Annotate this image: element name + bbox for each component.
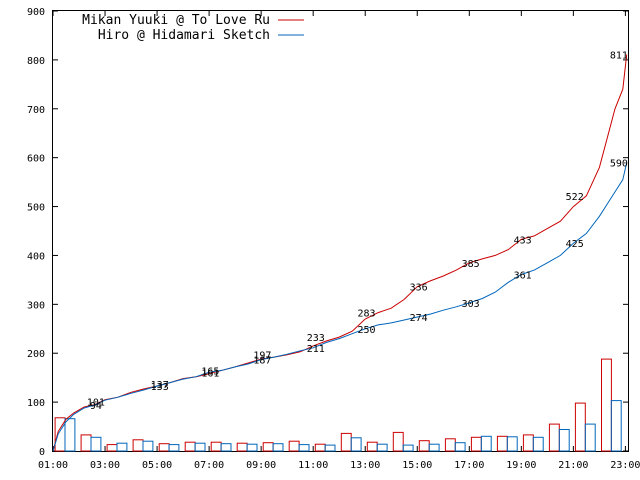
data-label-series1: 811 (610, 51, 628, 62)
hourly-bar-series2 (220, 443, 232, 452)
series-line-2 (52, 162, 628, 452)
hourly-bar-series1 (106, 444, 118, 452)
hourly-bar-series2 (558, 429, 570, 452)
y-tick-label: 200 (27, 349, 45, 360)
hourly-bar-series2 (376, 443, 388, 452)
data-label-series2: 274 (410, 313, 428, 324)
hourly-bar-series1 (548, 423, 560, 452)
hourly-bar-series1 (601, 358, 612, 452)
data-label-series2: 590 (610, 159, 628, 170)
y-tick-label: 300 (27, 300, 45, 311)
x-tick-label: 23:00 (610, 460, 640, 471)
hourly-bar-series2 (142, 440, 154, 452)
x-tick-label: 15:00 (402, 460, 432, 471)
hourly-bar-series2 (428, 443, 440, 452)
data-label-series2: 250 (357, 325, 375, 336)
hourly-bar-series1 (184, 441, 196, 452)
x-tick-label: 19:00 (506, 460, 536, 471)
hourly-bar-series2 (324, 444, 336, 452)
y-tick-label: 700 (27, 105, 45, 116)
hourly-bar-series2 (532, 436, 544, 452)
hourly-bar-series2 (298, 444, 310, 452)
data-label-series2: 94 (90, 401, 102, 412)
hourly-bar-series1 (496, 435, 508, 452)
hourly-bar-series2 (480, 435, 492, 452)
hourly-bar-series2 (168, 444, 180, 452)
legend-label-series2: Hiro @ Hidamari Sketch (98, 28, 270, 43)
x-tick-label: 07:00 (194, 460, 224, 471)
hourly-bar-series1 (262, 442, 274, 452)
plot-area-frame (52, 10, 629, 452)
data-label-series2: 211 (307, 344, 325, 355)
y-tick-label: 0 (39, 447, 45, 458)
data-label-series2: 425 (566, 239, 584, 250)
hourly-bar-series2 (506, 436, 518, 452)
hourly-bar-series1 (132, 439, 144, 452)
x-tick-label: 13:00 (350, 460, 380, 471)
data-label-series1: 101 (87, 398, 105, 409)
hourly-bar-series1 (366, 441, 378, 452)
hourly-bar-series2 (584, 423, 596, 452)
data-label-series1: 233 (307, 333, 325, 344)
data-labels: 101 137 165 197 233 283 336 385 433 522 811 94 133 16… (87, 51, 628, 413)
x-tick-label: 09:00 (246, 460, 276, 471)
x-tick-label: 03:00 (90, 460, 120, 471)
x-tick-label: 05:00 (142, 460, 172, 471)
data-label-series2: 303 (462, 299, 480, 310)
legend-label-series1: Mikan Yuuki @ To Love Ru (82, 13, 270, 28)
hourly-bar-series2 (90, 436, 102, 452)
data-label-series2: 161 (201, 368, 219, 379)
y-tick-label: 100 (27, 398, 45, 409)
data-label-series1: 336 (410, 283, 428, 294)
x-tick-label: 11:00 (298, 460, 328, 471)
y-tick-label: 400 (27, 251, 45, 262)
hourly-bar-series1 (236, 442, 248, 452)
data-label-series1: 197 (253, 351, 271, 362)
hourly-bar-series2 (610, 400, 622, 452)
hourly-bar-series1 (444, 438, 456, 452)
hourly-bar-series2 (194, 442, 206, 452)
hourly-bar-series1 (158, 443, 170, 452)
y-tick-label: 900 (27, 7, 45, 18)
hourly-bar-series2 (246, 443, 258, 452)
hourly-bar-series1 (418, 440, 430, 452)
data-label-series1: 165 (201, 366, 219, 377)
hourly-bar-series1 (288, 440, 300, 452)
hourly-bar-series1 (80, 434, 92, 452)
hourly-bar-series1 (210, 441, 222, 452)
y-tick-label: 800 (27, 56, 45, 67)
hourly-bar-series2 (64, 418, 76, 452)
y-axis: 0 100 200 300 400 500 600 700 800 900 (27, 7, 628, 458)
data-label-series1: 385 (462, 259, 480, 270)
hourly-bar-series2 (116, 442, 128, 452)
x-tick-label: 01:00 (38, 460, 68, 471)
data-label-series2: 133 (151, 382, 169, 393)
hourly-bars (54, 358, 622, 452)
x-tick-label: 17:00 (454, 460, 484, 471)
series-lines (52, 54, 628, 452)
hourly-bar-series1 (340, 432, 352, 452)
series-line-1 (52, 54, 628, 452)
data-label-series1: 283 (357, 309, 375, 320)
y-tick-label: 600 (27, 154, 45, 165)
hourly-bar-series2 (454, 442, 466, 452)
data-label-series2: 361 (514, 271, 532, 282)
hourly-bar-series1 (522, 434, 534, 452)
data-label-series1: 137 (151, 380, 169, 391)
data-label-series1: 433 (514, 235, 532, 246)
x-axis: 01:00 03:00 05:00 07:00 09:00 11:00 13:00 15:00… (38, 11, 640, 471)
hourly-bar-series2 (350, 437, 362, 452)
y-tick-label: 500 (27, 203, 45, 214)
hourly-bar-series2 (272, 443, 284, 452)
data-label-series1: 522 (566, 192, 584, 203)
data-label-series2: 187 (253, 356, 271, 367)
hourly-bar-series1 (470, 436, 482, 452)
hourly-bar-series1 (314, 443, 326, 452)
hourly-bar-series1 (574, 402, 586, 452)
hourly-bar-series2 (402, 444, 414, 452)
hourly-bar-series1 (392, 431, 404, 452)
x-tick-label: 21:00 (558, 460, 588, 471)
